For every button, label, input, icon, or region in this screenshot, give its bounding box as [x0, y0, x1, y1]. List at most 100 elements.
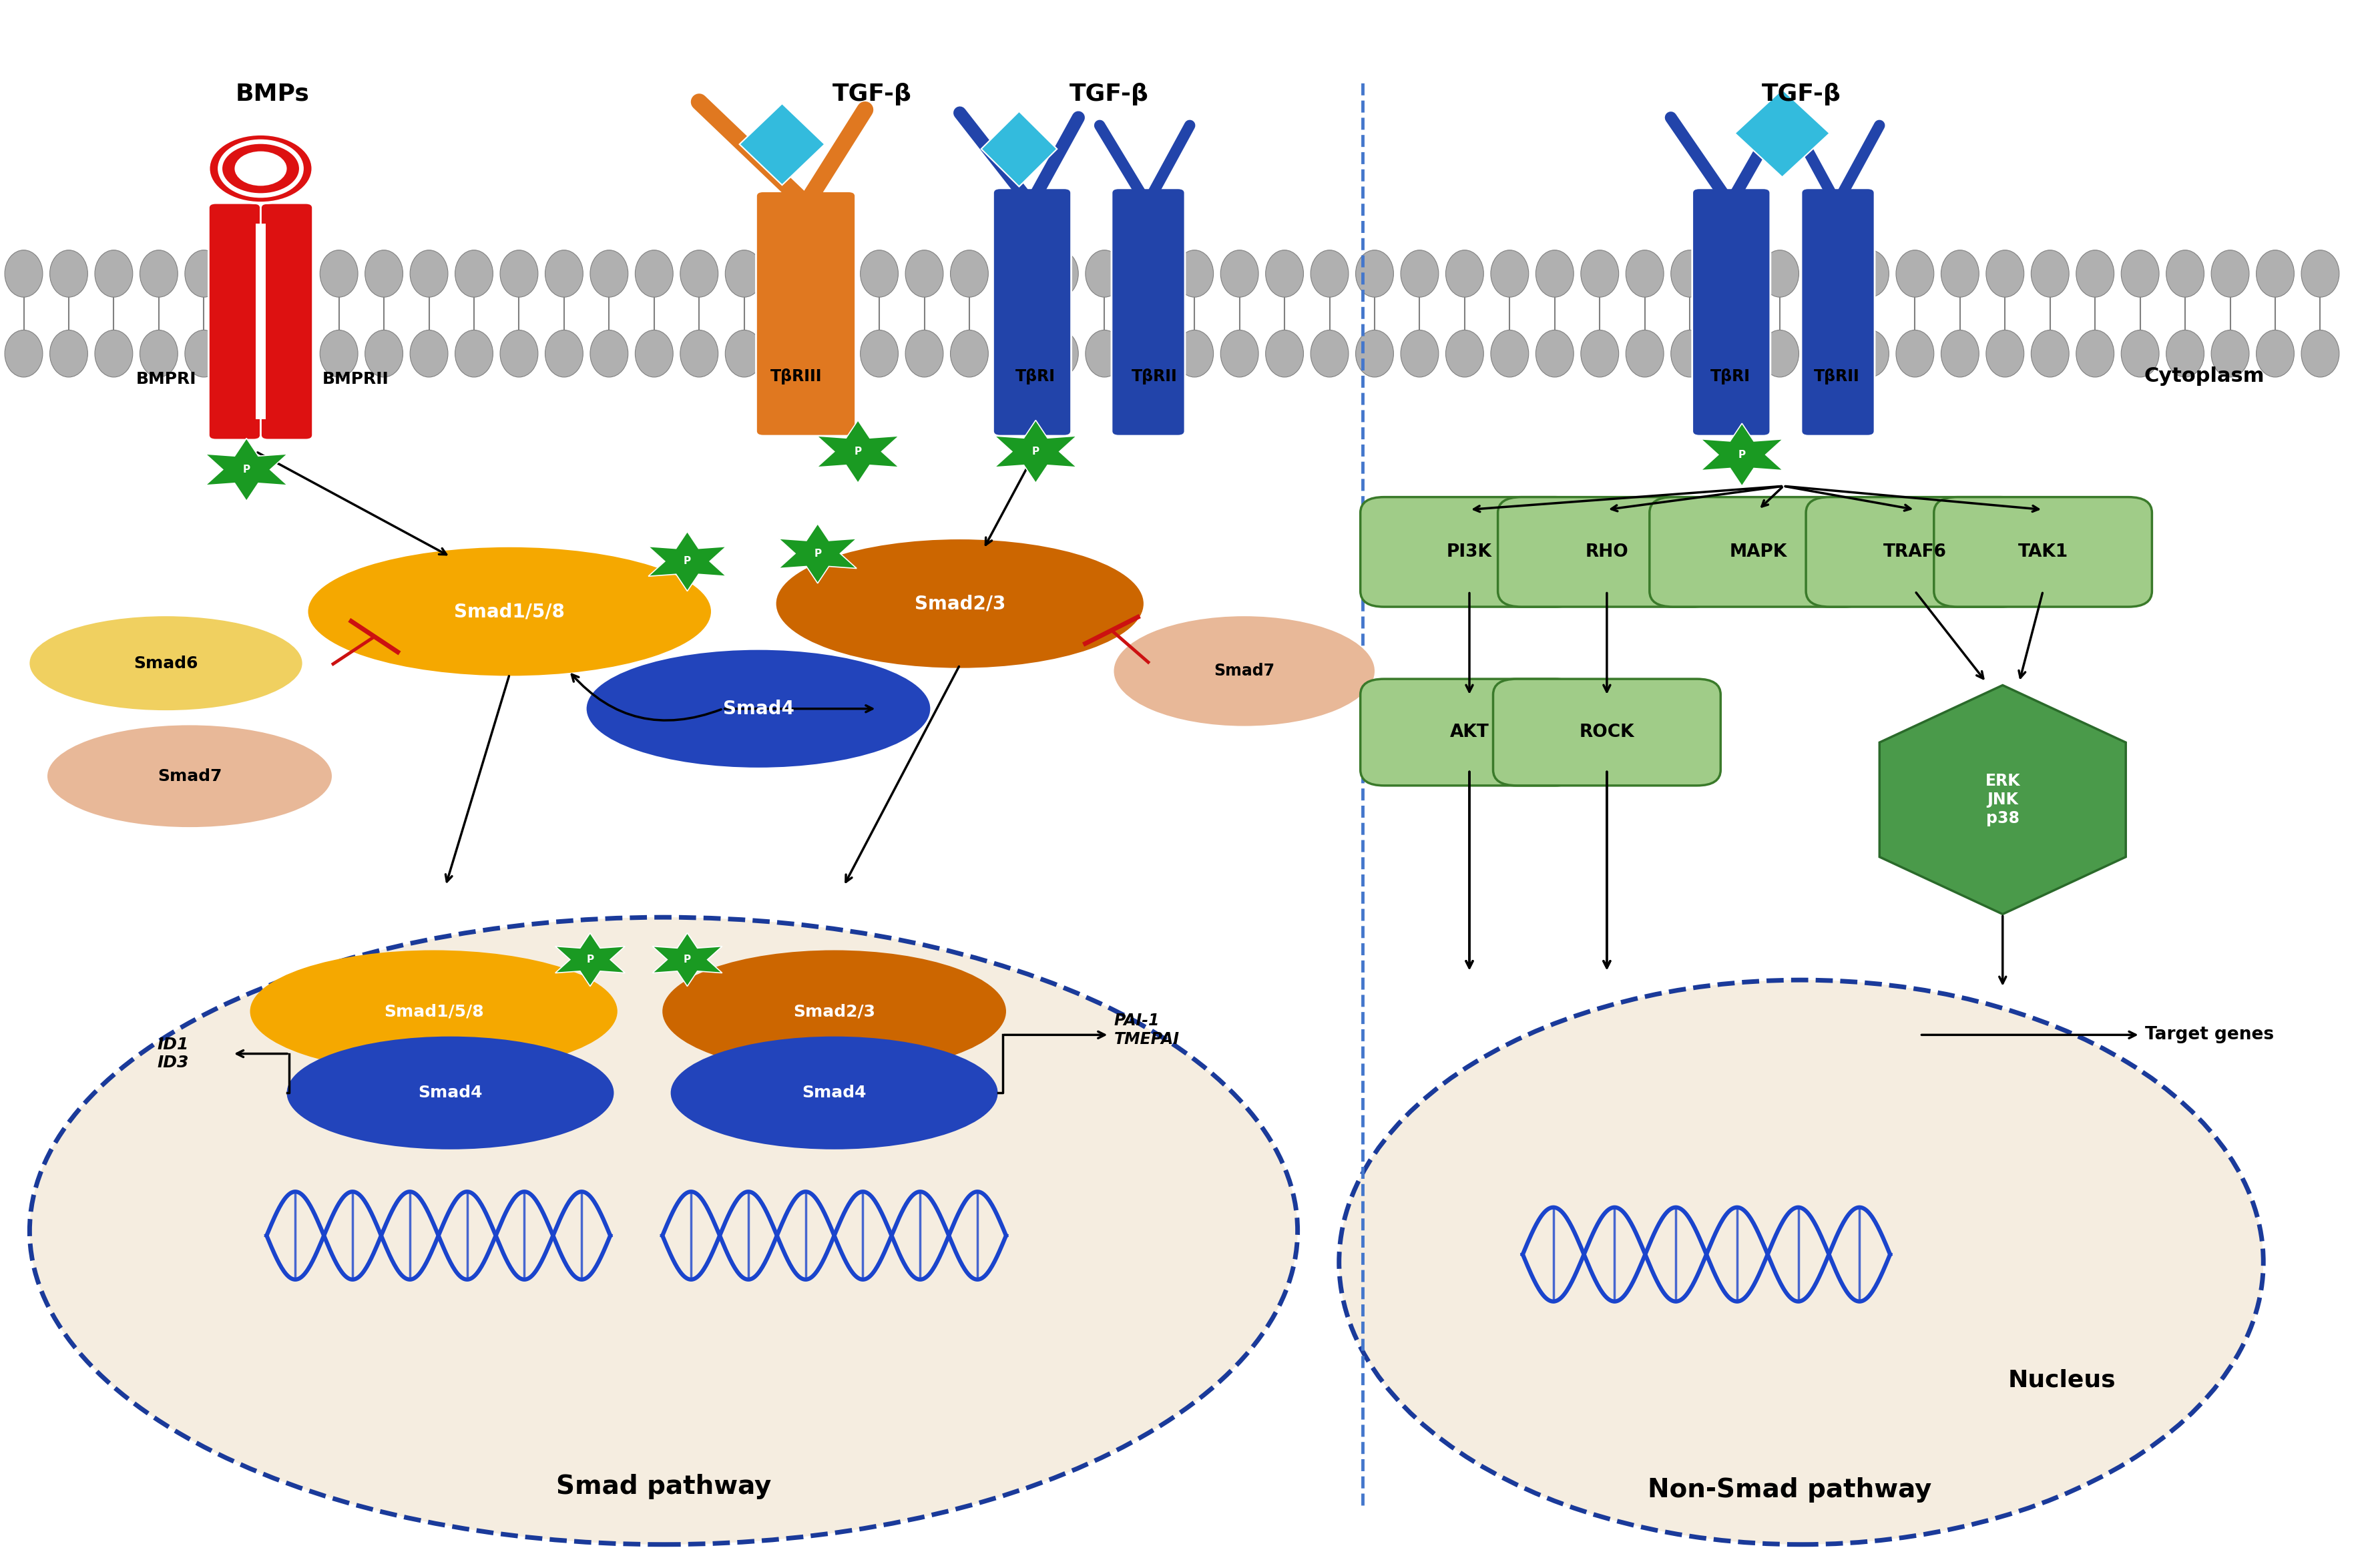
Text: P: P: [585, 955, 595, 964]
Ellipse shape: [2121, 329, 2159, 376]
Text: P: P: [242, 464, 251, 475]
Ellipse shape: [50, 329, 88, 376]
Ellipse shape: [2256, 249, 2294, 296]
Ellipse shape: [275, 329, 313, 376]
Text: ERK
JNK
p38: ERK JNK p38: [1986, 773, 2019, 826]
Ellipse shape: [1176, 329, 1213, 376]
FancyBboxPatch shape: [756, 191, 856, 436]
Ellipse shape: [1085, 329, 1123, 376]
Ellipse shape: [287, 1036, 614, 1149]
Ellipse shape: [1716, 329, 1754, 376]
Text: Smad pathway: Smad pathway: [557, 1474, 770, 1499]
Text: Non-Smad pathway: Non-Smad pathway: [1647, 1477, 1932, 1502]
Polygon shape: [652, 933, 723, 986]
FancyBboxPatch shape: [261, 202, 313, 439]
Text: TβRII: TβRII: [1130, 368, 1178, 384]
Text: Smad1/5/8: Smad1/5/8: [384, 1004, 483, 1019]
Text: Smad7: Smad7: [1213, 663, 1275, 679]
Ellipse shape: [545, 329, 583, 376]
Ellipse shape: [815, 249, 853, 296]
Ellipse shape: [1446, 329, 1484, 376]
FancyBboxPatch shape: [256, 223, 265, 419]
FancyBboxPatch shape: [993, 188, 1071, 436]
Text: Smad2/3: Smad2/3: [794, 1004, 875, 1019]
Ellipse shape: [2121, 249, 2159, 296]
Ellipse shape: [777, 539, 1145, 668]
Ellipse shape: [2166, 249, 2204, 296]
Ellipse shape: [95, 329, 133, 376]
Ellipse shape: [140, 249, 178, 296]
Text: ROCK: ROCK: [1578, 723, 1635, 742]
Ellipse shape: [1671, 249, 1709, 296]
Ellipse shape: [50, 249, 88, 296]
Ellipse shape: [635, 329, 673, 376]
Ellipse shape: [1221, 249, 1258, 296]
Text: Cytoplasm: Cytoplasm: [2145, 367, 2263, 386]
Ellipse shape: [5, 329, 43, 376]
Ellipse shape: [770, 329, 808, 376]
Polygon shape: [649, 532, 725, 591]
Ellipse shape: [635, 249, 673, 296]
Polygon shape: [739, 103, 825, 185]
Ellipse shape: [1986, 329, 2024, 376]
Ellipse shape: [1491, 249, 1529, 296]
Polygon shape: [780, 524, 856, 583]
Ellipse shape: [230, 329, 268, 376]
Text: P: P: [1031, 447, 1040, 456]
FancyBboxPatch shape: [1934, 497, 2152, 607]
Text: Smad4: Smad4: [723, 699, 794, 718]
Ellipse shape: [661, 950, 1007, 1073]
Ellipse shape: [1311, 329, 1349, 376]
Ellipse shape: [230, 249, 268, 296]
Ellipse shape: [1130, 329, 1168, 376]
Ellipse shape: [1040, 329, 1078, 376]
Text: TRAF6: TRAF6: [1884, 543, 1946, 561]
Text: Smad4: Smad4: [801, 1085, 867, 1101]
Ellipse shape: [1986, 249, 2024, 296]
FancyBboxPatch shape: [1806, 497, 2024, 607]
Text: PI3K: PI3K: [1446, 543, 1493, 561]
Ellipse shape: [1671, 329, 1709, 376]
Ellipse shape: [185, 329, 223, 376]
Text: TβRI: TβRI: [1017, 368, 1055, 384]
Ellipse shape: [1401, 329, 1439, 376]
Ellipse shape: [308, 547, 711, 676]
Ellipse shape: [2076, 329, 2114, 376]
Ellipse shape: [5, 249, 43, 296]
Polygon shape: [1879, 685, 2126, 914]
Ellipse shape: [31, 616, 303, 710]
Text: BMPs: BMPs: [235, 83, 310, 105]
Ellipse shape: [320, 249, 358, 296]
Ellipse shape: [860, 249, 898, 296]
Text: TGF-β: TGF-β: [832, 83, 912, 105]
Ellipse shape: [995, 249, 1033, 296]
Ellipse shape: [1941, 249, 1979, 296]
Ellipse shape: [1114, 616, 1375, 726]
Ellipse shape: [500, 249, 538, 296]
Ellipse shape: [680, 329, 718, 376]
Ellipse shape: [455, 329, 493, 376]
FancyBboxPatch shape: [1493, 679, 1721, 786]
Ellipse shape: [2256, 329, 2294, 376]
Polygon shape: [1702, 423, 1782, 486]
Text: TβRII: TβRII: [1813, 368, 1860, 384]
FancyBboxPatch shape: [1360, 497, 1578, 607]
Ellipse shape: [680, 249, 718, 296]
Ellipse shape: [1221, 329, 1258, 376]
Ellipse shape: [1491, 329, 1529, 376]
Ellipse shape: [2211, 329, 2249, 376]
Text: P: P: [683, 955, 692, 964]
Ellipse shape: [671, 1036, 998, 1149]
Ellipse shape: [1130, 249, 1168, 296]
Ellipse shape: [1356, 249, 1394, 296]
Ellipse shape: [1040, 249, 1078, 296]
Ellipse shape: [1536, 249, 1574, 296]
Ellipse shape: [2076, 249, 2114, 296]
Polygon shape: [981, 111, 1057, 187]
Polygon shape: [995, 420, 1076, 483]
Ellipse shape: [725, 249, 763, 296]
Ellipse shape: [1626, 329, 1664, 376]
Ellipse shape: [140, 329, 178, 376]
Text: RHO: RHO: [1586, 543, 1628, 561]
Text: BMPRII: BMPRII: [322, 372, 389, 387]
